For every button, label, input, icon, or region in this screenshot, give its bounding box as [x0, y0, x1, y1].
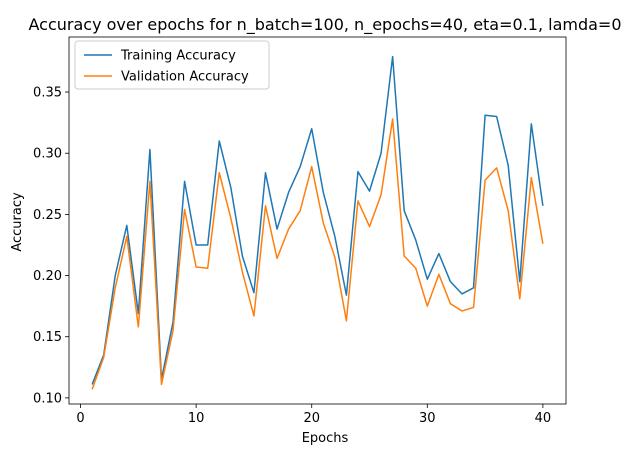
y-tick-label: 0.30: [33, 147, 62, 162]
x-tick-label: 40: [535, 411, 552, 426]
plot-area: 0 10 20 30 40 0.10 0.15 0.20 0.25 0.30 0.35 Trainin…: [33, 36, 567, 426]
legend-box: [74, 40, 270, 90]
y-axis-label: Accuracy: [10, 192, 25, 252]
x-tick-label: 0: [76, 411, 84, 426]
y-tick-label: 0.35: [33, 86, 62, 101]
x-tick-label: 20: [303, 411, 320, 426]
y-tick-label: 0.15: [33, 330, 62, 345]
series-line-1: [91, 118, 544, 390]
x-axis-label: Epochs: [302, 431, 349, 446]
series-line-0: [91, 55, 544, 385]
y-tick-label: 0.10: [33, 391, 62, 406]
y-tick-label: 0.25: [33, 208, 62, 223]
legend-label-0: Training Accuracy: [120, 49, 236, 64]
legend-label-1: Validation Accuracy: [121, 70, 249, 85]
x-tick-label: 10: [188, 411, 205, 426]
y-tick-label: 0.20: [33, 269, 62, 284]
x-tick-label: 30: [419, 411, 436, 426]
chart-title: Accuracy over epochs for n_batch=100, n_…: [28, 15, 621, 35]
axes-frame: [68, 36, 567, 405]
